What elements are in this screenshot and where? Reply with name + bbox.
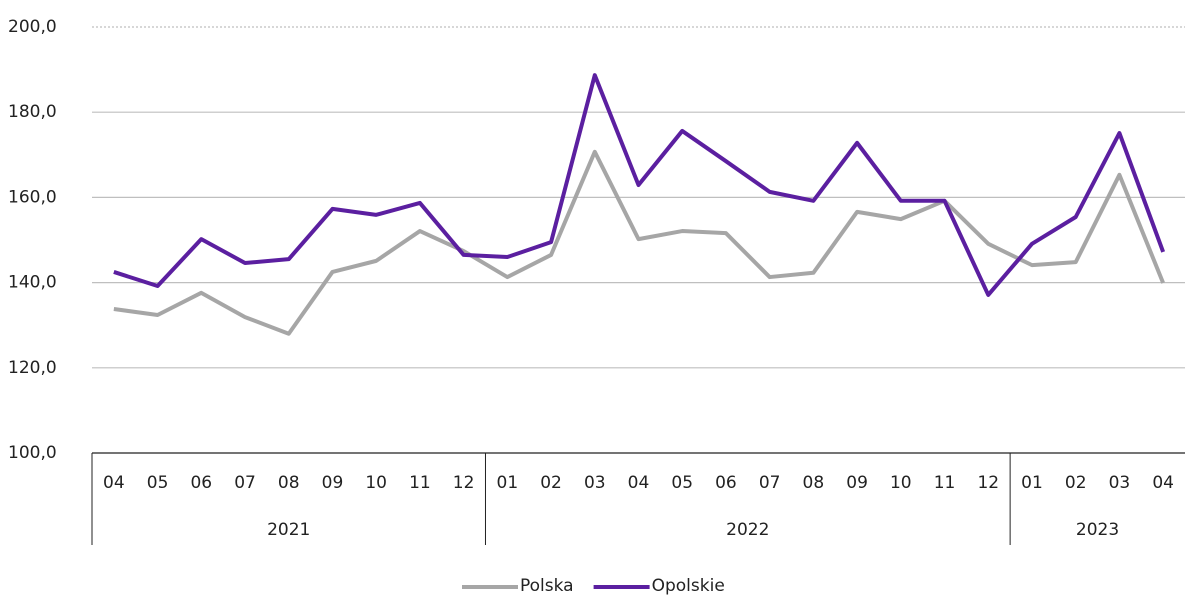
x-tick-label: 12 — [977, 473, 999, 493]
line-series — [113, 73, 1166, 297]
y-tick-label: 100,0 — [8, 443, 57, 463]
x-tick-label: 07 — [234, 473, 256, 493]
x-tick-label: 04 — [1152, 473, 1174, 493]
x-tick-label: 09 — [846, 473, 868, 493]
line-series — [113, 149, 1165, 336]
legend-label: Polska — [520, 576, 574, 596]
x-tick-label: 02 — [540, 473, 562, 493]
x-group-label: 2023 — [1076, 520, 1119, 540]
x-tick-label: 01 — [497, 473, 519, 493]
x-tick-label: 06 — [715, 473, 737, 493]
x-tick-label: 12 — [453, 473, 475, 493]
y-tick-label: 120,0 — [8, 358, 57, 378]
y-tick-label: 200,0 — [8, 17, 57, 37]
x-tick-label: 06 — [190, 473, 212, 493]
x-tick-label: 05 — [147, 473, 169, 493]
x-group-label: 2022 — [726, 520, 769, 540]
x-tick-label: 09 — [322, 473, 344, 493]
x-tick-label: 04 — [103, 473, 125, 493]
x-tick-label: 04 — [628, 473, 650, 493]
x-tick-label: 08 — [278, 473, 300, 493]
legend-label: Opolskie — [652, 576, 725, 596]
x-tick-label: 01 — [1021, 473, 1043, 493]
x-tick-label: 10 — [890, 473, 912, 493]
x-group-label: 2021 — [267, 520, 310, 540]
x-tick-label: 11 — [934, 473, 956, 493]
x-tick-label: 03 — [1109, 473, 1131, 493]
x-tick-label: 03 — [584, 473, 606, 493]
x-tick-label: 07 — [759, 473, 781, 493]
x-tick-label: 10 — [365, 473, 387, 493]
x-tick-label: 11 — [409, 473, 431, 493]
x-tick-label: 02 — [1065, 473, 1087, 493]
x-tick-label: 05 — [671, 473, 693, 493]
y-tick-label: 180,0 — [8, 102, 57, 122]
x-tick-label: 08 — [803, 473, 825, 493]
y-tick-label: 140,0 — [8, 273, 57, 293]
y-tick-label: 160,0 — [8, 187, 57, 207]
